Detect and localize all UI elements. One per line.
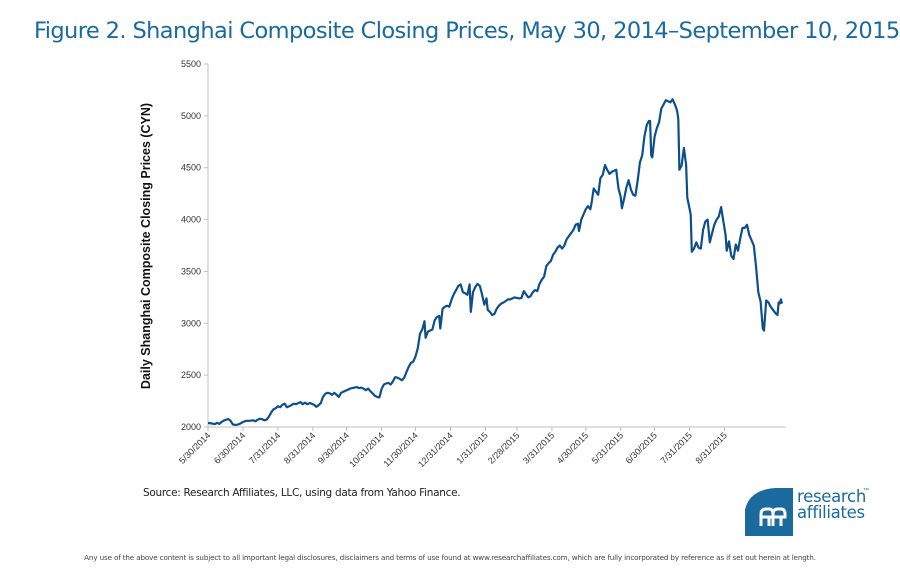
y-tick-label: 5500: [181, 59, 201, 69]
trademark-symbol: ™: [863, 488, 869, 494]
logo-line-2: affiliates: [797, 503, 865, 522]
source-note: Source: Research Affiliates, LLC, using …: [143, 487, 461, 499]
series-line-shanghai-composite: [207, 98, 784, 426]
x-tick-label: 10/31/2014: [347, 430, 386, 469]
x-tick-label: 5/30/2014: [177, 430, 212, 465]
x-tick-label: 9/30/2014: [316, 430, 351, 465]
x-axis: 5/30/2014 6/30/2014 7/31/2014 8/31/20149/30…: [177, 426, 786, 469]
x-tick-label: 7/31/2014: [247, 430, 282, 465]
y-tick-label: 2500: [181, 370, 201, 380]
chart-title: Figure 2. Shanghai Composite Closing Pri…: [34, 18, 900, 44]
y-tick-label: 5000: [181, 111, 201, 121]
y-tick-label: 3500: [181, 266, 201, 276]
y-tick-label: 4000: [181, 215, 201, 225]
x-tick-label: 8/31/2014: [282, 430, 317, 465]
y-tick-label: 4500: [181, 163, 201, 173]
legal-disclaimer: Any use of the above content is subject …: [84, 553, 816, 562]
research-affiliates-logo: research affiliates ™: [745, 488, 895, 536]
line-chart: Daily Shanghai Composite Closing Prices …: [139, 59, 786, 469]
y-axis-label: Daily Shanghai Composite Closing Prices …: [139, 103, 153, 389]
x-tick-label: 7/31/2015: [659, 430, 694, 465]
x-tick-label: 6/30/2015: [624, 430, 659, 465]
x-tick-label: 2/28/2015: [486, 430, 521, 465]
x-tick-label: 6/30/2014: [212, 430, 247, 465]
x-tick-label: 3/31/2015: [521, 430, 556, 465]
y-axis: 2000 2500 3000 3500 4000 4500 5000 5500: [181, 59, 209, 432]
y-tick-label: 3000: [181, 318, 201, 328]
ra-monogram-icon: [745, 488, 793, 536]
y-tick-label: 2000: [181, 422, 201, 432]
logo-wordmark: research affiliates: [797, 487, 866, 522]
x-tick-label: 12/31/2014: [416, 430, 455, 469]
logo-line-1: research: [797, 487, 866, 506]
x-tick-label: 5/31/2015: [590, 430, 625, 465]
x-tick-label: 8/31/2015: [694, 430, 729, 465]
x-tick-label: 11/30/2014: [381, 430, 419, 468]
x-tick-label: 4/30/2015: [555, 430, 590, 465]
x-tick-label: 1/31/2015: [454, 430, 489, 465]
